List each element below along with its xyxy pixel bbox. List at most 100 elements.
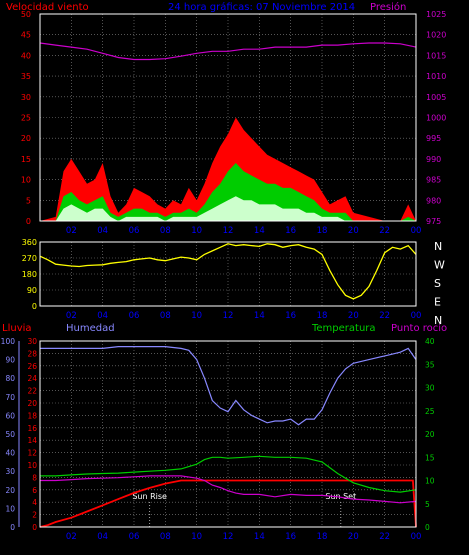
y-temp-tick-label: 40 [425, 337, 435, 346]
x-tick-label: 02 [66, 532, 77, 542]
x-tick-label: 20 [348, 311, 359, 321]
y-humidity-tick-label: 0 [10, 523, 15, 532]
sun-marker-label: Sun Rise [132, 492, 167, 501]
plot-frame [39, 13, 417, 222]
y-left-tick-label: 5 [26, 196, 31, 205]
x-tick-label: 10 [191, 532, 202, 542]
y-humidity-tick-label: 20 [5, 486, 15, 495]
series-line-2 [40, 455, 417, 493]
series-area-1 [40, 117, 416, 221]
y-right-tick-label: 990 [426, 155, 441, 164]
y-right-tick-label: 985 [426, 176, 441, 185]
y-rain-tick-label: 8 [32, 473, 37, 482]
series-line-1 [39, 479, 417, 528]
y-rain-tick-label: 30 [27, 337, 37, 346]
y-humidity-tick-label: 40 [5, 449, 15, 458]
x-tick-label: 06 [129, 532, 140, 542]
x-tick-label: 16 [285, 226, 296, 236]
x-tick-label: 00 [411, 226, 422, 236]
x-tick-label: 00 [411, 532, 422, 542]
y-tick-label: 270 [22, 254, 37, 263]
y-tick-label: 90 [27, 286, 37, 295]
x-tick-label: 12 [223, 311, 234, 321]
y-humidity-tick-label: 50 [5, 430, 15, 439]
pressure-line [39, 42, 417, 61]
y-right-tick-label: 1020 [426, 31, 446, 40]
x-tick-label: 06 [129, 311, 140, 321]
y-left-tick-label: 45 [21, 31, 31, 40]
y-tick-label: 0 [32, 302, 37, 311]
y-right-tick-label: 1005 [426, 93, 446, 102]
humidity-temperature-panel: 0102030405060708090100024681012141618202… [1, 337, 435, 542]
direction-line [39, 243, 417, 300]
x-tick-label: 16 [285, 311, 296, 321]
x-tick-label: 10 [191, 311, 202, 321]
y-rain-tick-label: 6 [32, 486, 37, 495]
y-rain-tick-label: 26 [27, 362, 37, 371]
x-tick-label: 00 [411, 311, 422, 321]
x-tick-label: 18 [317, 532, 328, 542]
x-tick-label: 08 [160, 226, 171, 236]
y-left-tick-label: 35 [21, 72, 31, 81]
compass-label: N [434, 240, 442, 253]
y-humidity-tick-label: 100 [1, 337, 16, 346]
y-temp-tick-label: 15 [425, 453, 435, 462]
y-left-tick-label: 0 [26, 217, 31, 226]
y-left-tick-label: 25 [21, 114, 31, 123]
y-temp-tick-label: 30 [425, 384, 435, 393]
x-tick-label: 12 [223, 532, 234, 542]
y-rain-tick-label: 24 [27, 374, 37, 383]
y-rain-tick-label: 16 [27, 424, 37, 433]
y-humidity-tick-label: 80 [5, 374, 15, 383]
y-tick-label: 180 [22, 270, 37, 279]
temperature-legend: Temperatura [311, 323, 376, 334]
y-rain-tick-label: 4 [32, 498, 37, 507]
y-rain-tick-label: 20 [27, 399, 37, 408]
series-area-2 [40, 163, 416, 221]
x-tick-label: 16 [285, 532, 296, 542]
sun-marker-label: Sun Set [325, 492, 356, 501]
y-right-tick-label: 975 [426, 217, 441, 226]
y-tick-label: 360 [22, 238, 37, 247]
plot-frame [39, 340, 417, 528]
y-humidity-tick-label: 60 [5, 411, 15, 420]
y-right-tick-label: 1010 [426, 72, 446, 81]
humidity-legend: Humedad [66, 323, 115, 334]
y-rain-tick-label: 18 [27, 411, 37, 420]
pressure-legend: Presión [370, 1, 406, 13]
series-line-0 [40, 346, 417, 426]
x-tick-label: 14 [254, 226, 265, 236]
x-tick-label: 22 [379, 311, 390, 321]
y-right-tick-label: 1025 [426, 10, 446, 19]
x-tick-label: 22 [379, 532, 390, 542]
x-tick-label: 12 [223, 226, 234, 236]
x-tick-label: 04 [97, 226, 108, 236]
x-tick-label: 08 [160, 311, 171, 321]
y-temp-tick-label: 35 [425, 360, 435, 369]
rain-legend: Lluvia [2, 323, 32, 334]
x-tick-label: 06 [129, 226, 140, 236]
y-rain-tick-label: 0 [32, 523, 37, 532]
x-tick-label: 20 [348, 532, 359, 542]
y-left-tick-label: 20 [21, 134, 31, 143]
y-humidity-tick-label: 30 [5, 467, 15, 476]
y-temp-tick-label: 20 [425, 430, 435, 439]
x-tick-label: 18 [317, 311, 328, 321]
y-right-tick-label: 980 [426, 196, 441, 205]
y-humidity-tick-label: 70 [5, 393, 15, 402]
compass-label: S [434, 277, 441, 290]
y-left-tick-label: 40 [21, 51, 31, 60]
x-tick-label: 10 [191, 226, 202, 236]
y-temp-tick-label: 5 [425, 500, 430, 509]
y-rain-tick-label: 28 [27, 349, 37, 358]
y-left-tick-label: 10 [21, 176, 31, 185]
y-rain-tick-label: 2 [32, 511, 37, 520]
x-tick-label: 18 [317, 226, 328, 236]
plot-frame [39, 241, 417, 307]
compass-label: E [434, 296, 441, 309]
x-tick-label: 22 [379, 226, 390, 236]
x-tick-label: 04 [97, 311, 108, 321]
y-right-tick-label: 1000 [426, 114, 446, 123]
y-temp-tick-label: 10 [425, 477, 435, 486]
